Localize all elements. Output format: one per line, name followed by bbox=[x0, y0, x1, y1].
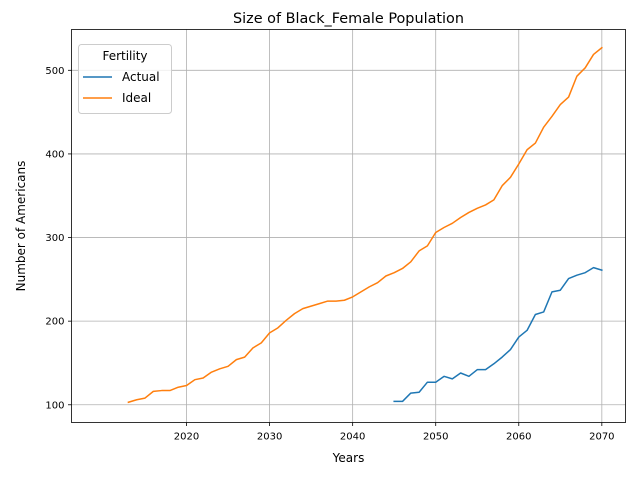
x-tick-label: 2020 bbox=[174, 432, 199, 443]
axis-ticks: 2020 2030 2040 2050 2060 2070 100 200 300 400 500 bbox=[45, 66, 614, 443]
legend-box bbox=[78, 44, 172, 114]
x-axis-label: Years bbox=[332, 451, 365, 465]
legend-label-ideal: Ideal bbox=[122, 91, 151, 105]
y-tick-label: 400 bbox=[45, 149, 64, 160]
legend: Fertility Actual Ideal bbox=[78, 44, 172, 114]
x-tick-label: 2070 bbox=[589, 432, 614, 443]
legend-label-actual: Actual bbox=[122, 70, 160, 84]
chart-title: Size of Black_Female Population bbox=[233, 11, 464, 27]
plot-frame bbox=[71, 29, 626, 423]
series-line-actual bbox=[393, 266, 603, 403]
y-tick-label: 100 bbox=[45, 400, 64, 411]
x-tick-label: 2030 bbox=[257, 432, 282, 443]
y-tick-label: 500 bbox=[45, 66, 64, 77]
x-tick-label: 2040 bbox=[340, 432, 365, 443]
x-tick-label: 2050 bbox=[423, 432, 448, 443]
grid bbox=[71, 29, 626, 423]
series-lines bbox=[127, 46, 603, 404]
legend-title: Fertility bbox=[102, 49, 147, 63]
x-tick-label: 2060 bbox=[506, 432, 531, 443]
y-axis-label: Number of Americans bbox=[14, 161, 28, 292]
y-tick-label: 200 bbox=[45, 317, 64, 328]
series-line-ideal bbox=[127, 46, 603, 404]
y-tick-label: 300 bbox=[45, 233, 64, 244]
